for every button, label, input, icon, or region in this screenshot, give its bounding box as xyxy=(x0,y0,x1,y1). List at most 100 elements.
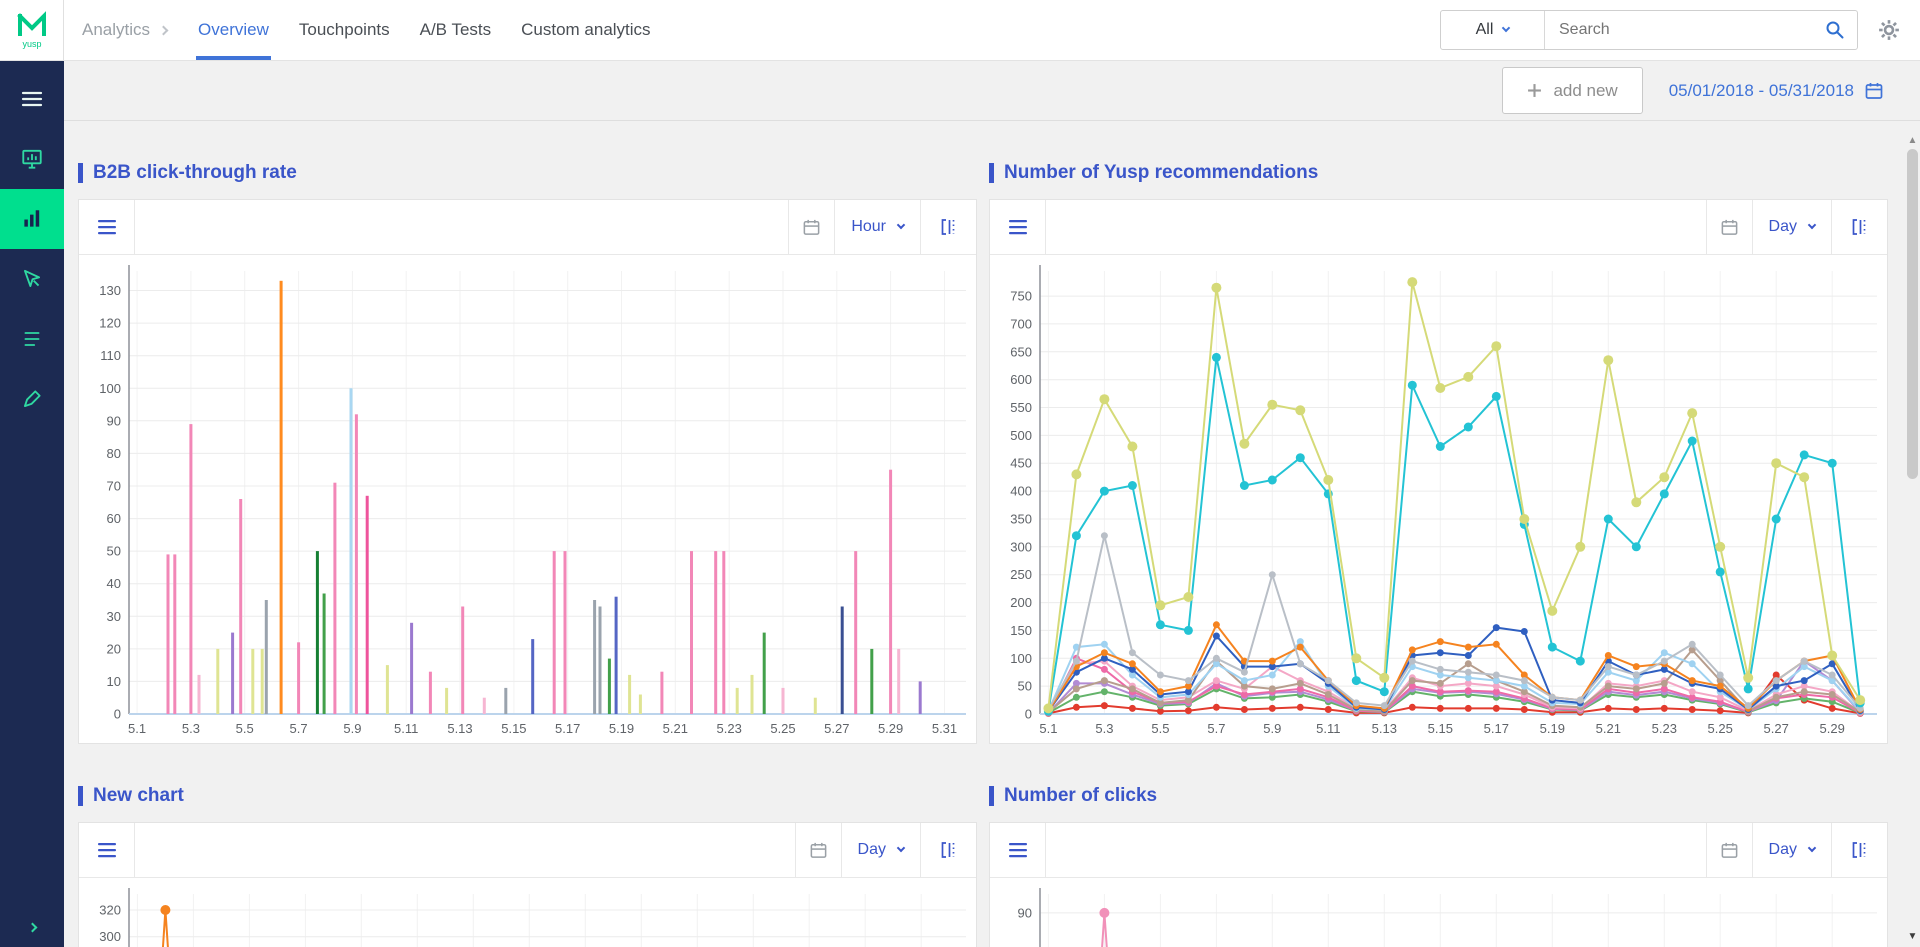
svg-text:40: 40 xyxy=(107,576,121,591)
chart-toolbar: Day xyxy=(990,200,1887,255)
chart-export-button[interactable] xyxy=(920,823,976,877)
card-title: B2B click-through rate xyxy=(78,161,977,185)
chart-toolbar: Day xyxy=(990,823,1887,878)
svg-text:yusp: yusp xyxy=(22,39,41,49)
svg-text:0: 0 xyxy=(114,707,121,722)
svg-text:5.9: 5.9 xyxy=(343,721,361,736)
card-clicks: Number of clicks xyxy=(989,784,1888,947)
svg-text:5.7: 5.7 xyxy=(1207,721,1225,736)
svg-text:50: 50 xyxy=(107,544,121,559)
svg-text:5.23: 5.23 xyxy=(717,721,742,736)
card-title-label: Number of clicks xyxy=(1004,785,1158,806)
sidebar-menu-toggle[interactable] xyxy=(0,69,64,129)
sidebar-item-dashboard[interactable] xyxy=(0,129,64,189)
tab-ab-tests[interactable]: A/B Tests xyxy=(419,20,492,39)
chart-export-button[interactable] xyxy=(1831,823,1887,877)
tab-overview[interactable]: Overview xyxy=(183,0,284,60)
sidebar xyxy=(0,61,64,947)
title-accent-bar xyxy=(989,163,994,183)
title-accent-bar xyxy=(78,786,83,806)
breadcrumb-chevron-icon xyxy=(158,25,169,35)
interval-value: Day xyxy=(857,841,886,858)
svg-text:30: 30 xyxy=(107,609,121,624)
tab-custom-analytics[interactable]: Custom analytics xyxy=(521,20,651,39)
plus-icon xyxy=(1528,84,1542,97)
search-scope-dropdown[interactable]: All xyxy=(1441,11,1545,49)
interval-dropdown[interactable]: Day xyxy=(1751,200,1831,254)
search-field-wrap xyxy=(1545,11,1857,49)
export-icon xyxy=(941,219,954,235)
interval-dropdown[interactable]: Hour xyxy=(834,200,920,254)
card-title-label: Number of Yusp recommendations xyxy=(1004,162,1319,183)
chart-date-button[interactable] xyxy=(1705,823,1752,877)
svg-text:450: 450 xyxy=(1010,456,1032,471)
svg-text:110: 110 xyxy=(100,348,121,363)
calendar-icon xyxy=(810,842,826,858)
sidebar-item-analytics[interactable] xyxy=(0,189,64,249)
chart-menu-button[interactable] xyxy=(990,200,1046,254)
scrollbar-track[interactable] xyxy=(1907,147,1918,931)
chart-export-button[interactable] xyxy=(1831,200,1887,254)
chart-date-button[interactable] xyxy=(1705,200,1752,254)
add-new-button[interactable]: add new xyxy=(1502,67,1643,114)
hamburger-icon xyxy=(1008,220,1027,235)
scroll-down-icon[interactable]: ▼ xyxy=(1907,931,1918,942)
scrollbar-thumb[interactable] xyxy=(1907,149,1918,479)
app-logo[interactable]: yusp xyxy=(0,0,64,60)
svg-text:5.29: 5.29 xyxy=(878,721,903,736)
svg-text:5.21: 5.21 xyxy=(663,721,688,736)
sidebar-item-catalog[interactable] xyxy=(0,309,64,369)
chart-menu-button[interactable] xyxy=(79,823,135,877)
sidebar-item-touchpoints[interactable] xyxy=(0,249,64,309)
svg-text:700: 700 xyxy=(1010,316,1032,331)
svg-text:5.19: 5.19 xyxy=(1540,721,1565,736)
svg-text:5.15: 5.15 xyxy=(501,721,526,736)
card-recommendations: Number of Yusp recommendations xyxy=(989,161,1888,744)
svg-text:90: 90 xyxy=(1018,905,1032,920)
svg-text:5.5: 5.5 xyxy=(1151,721,1169,736)
calendar-icon xyxy=(1721,842,1737,858)
search-scope-value: All xyxy=(1475,21,1494,38)
breadcrumb[interactable]: Analytics xyxy=(64,0,183,60)
sub-header: add new 05/01/2018 - 05/31/2018 xyxy=(64,61,1920,121)
scroll-up-icon[interactable]: ▲ xyxy=(1907,135,1918,146)
calendar-icon xyxy=(803,219,820,235)
svg-text:350: 350 xyxy=(1010,512,1032,527)
card-new-chart: New chart xyxy=(78,784,977,947)
search-icon[interactable] xyxy=(1825,20,1845,40)
svg-text:300: 300 xyxy=(1010,539,1032,554)
svg-text:5.29: 5.29 xyxy=(1820,721,1845,736)
gear-icon[interactable] xyxy=(1878,19,1900,41)
tab-touchpoints[interactable]: Touchpoints xyxy=(298,20,390,39)
content: add new 05/01/2018 - 05/31/2018 xyxy=(64,61,1920,947)
interval-dropdown[interactable]: Day xyxy=(1751,823,1831,877)
svg-text:5.1: 5.1 xyxy=(1039,721,1057,736)
main-nav: Overview Touchpoints A/B Tests Custom an… xyxy=(183,0,666,60)
svg-text:600: 600 xyxy=(1010,372,1032,387)
svg-text:750: 750 xyxy=(1010,289,1032,304)
svg-text:130: 130 xyxy=(99,283,121,298)
pen-icon xyxy=(23,390,41,408)
svg-text:200: 200 xyxy=(1010,595,1032,610)
chart-date-button[interactable] xyxy=(794,823,841,877)
card-title: Number of clicks xyxy=(989,784,1888,808)
interval-dropdown[interactable]: Day xyxy=(840,823,920,877)
title-accent-bar xyxy=(78,163,83,183)
chart-card: Hour xyxy=(78,199,977,744)
svg-text:5.5: 5.5 xyxy=(236,721,254,736)
svg-text:5.21: 5.21 xyxy=(1596,721,1621,736)
date-range-picker[interactable]: 05/01/2018 - 05/31/2018 xyxy=(1669,81,1884,101)
svg-text:5.25: 5.25 xyxy=(770,721,795,736)
svg-text:80: 80 xyxy=(107,446,121,461)
vertical-scrollbar[interactable]: ▲ ▼ xyxy=(1906,135,1919,943)
svg-text:10: 10 xyxy=(107,674,121,689)
chart-date-button[interactable] xyxy=(788,200,834,254)
chart-menu-button[interactable] xyxy=(990,823,1046,877)
sidebar-item-custom[interactable] xyxy=(0,369,64,429)
sidebar-expand-button[interactable] xyxy=(0,922,64,933)
search-input[interactable] xyxy=(1559,21,1817,39)
chart-export-button[interactable] xyxy=(920,200,976,254)
svg-text:250: 250 xyxy=(1010,567,1032,582)
chart-menu-button[interactable] xyxy=(79,200,135,254)
